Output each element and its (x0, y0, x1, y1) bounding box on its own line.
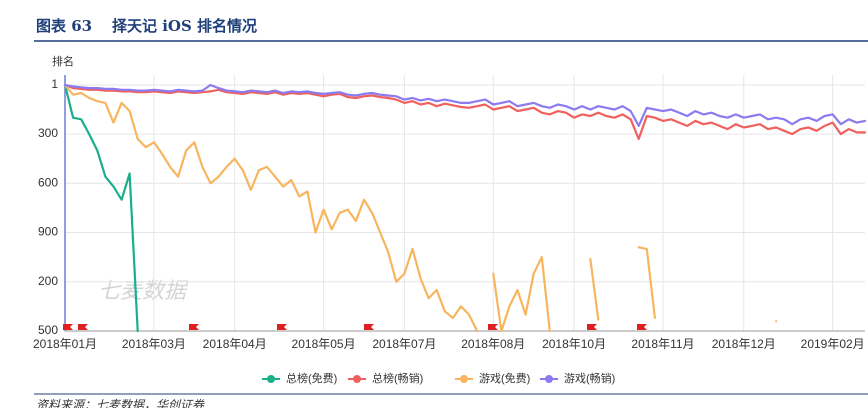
x-tick-label: 2018年04月 (203, 337, 267, 351)
series-line (63, 83, 778, 333)
y-axis-label: 排名 (52, 54, 74, 68)
legend-label: 游戏(畅销) (564, 371, 615, 385)
y-tick-label: 900 (38, 225, 58, 239)
y-tick-label: 500 (38, 323, 58, 337)
y-tick-label: 600 (38, 175, 58, 189)
flag (78, 324, 88, 334)
x-tick-label: 2018年07月 (372, 337, 436, 351)
series-line (63, 83, 139, 333)
flag (587, 324, 597, 334)
x-tick-label: 2018年12月 (712, 337, 776, 351)
source-note: 资料来源：七麦数据，华创证券 (36, 398, 205, 408)
flag (637, 324, 647, 334)
figure-label: 图表 63 (36, 17, 92, 35)
flags (63, 324, 647, 334)
y-tick-label: 200 (38, 274, 58, 288)
series-line (63, 83, 867, 141)
x-tick-label: 2018年08月 (461, 337, 525, 351)
flag (364, 324, 374, 334)
flag (189, 324, 199, 334)
legend-label: 游戏(免费) (479, 371, 530, 385)
x-tick-label: 2018年03月 (122, 337, 186, 351)
flag (63, 324, 73, 334)
x-tick-label: 2018年05月 (292, 337, 356, 351)
y-tick-label: 1 (51, 77, 58, 91)
x-tick-label: 2018年11月 (631, 337, 694, 351)
legend-label: 总榜(畅销) (372, 371, 423, 385)
legend-label: 总榜(免费) (286, 371, 337, 385)
flag (488, 324, 498, 334)
legend-swatch-dot (460, 375, 468, 383)
legend-swatch-dot (545, 375, 553, 383)
x-tick-label: 2019年02月 (801, 337, 865, 351)
y-tick-label: 300 (38, 126, 58, 140)
x-tick-label: 2018年10月 (542, 337, 606, 351)
series-line (63, 83, 867, 127)
flag (277, 324, 287, 334)
figure-title: 择天记 iOS 排名情况 (112, 17, 257, 35)
legend-swatch-dot (353, 375, 361, 383)
x-tick-label: 2018年01月 (33, 337, 97, 351)
legend-swatch-dot (267, 375, 275, 383)
